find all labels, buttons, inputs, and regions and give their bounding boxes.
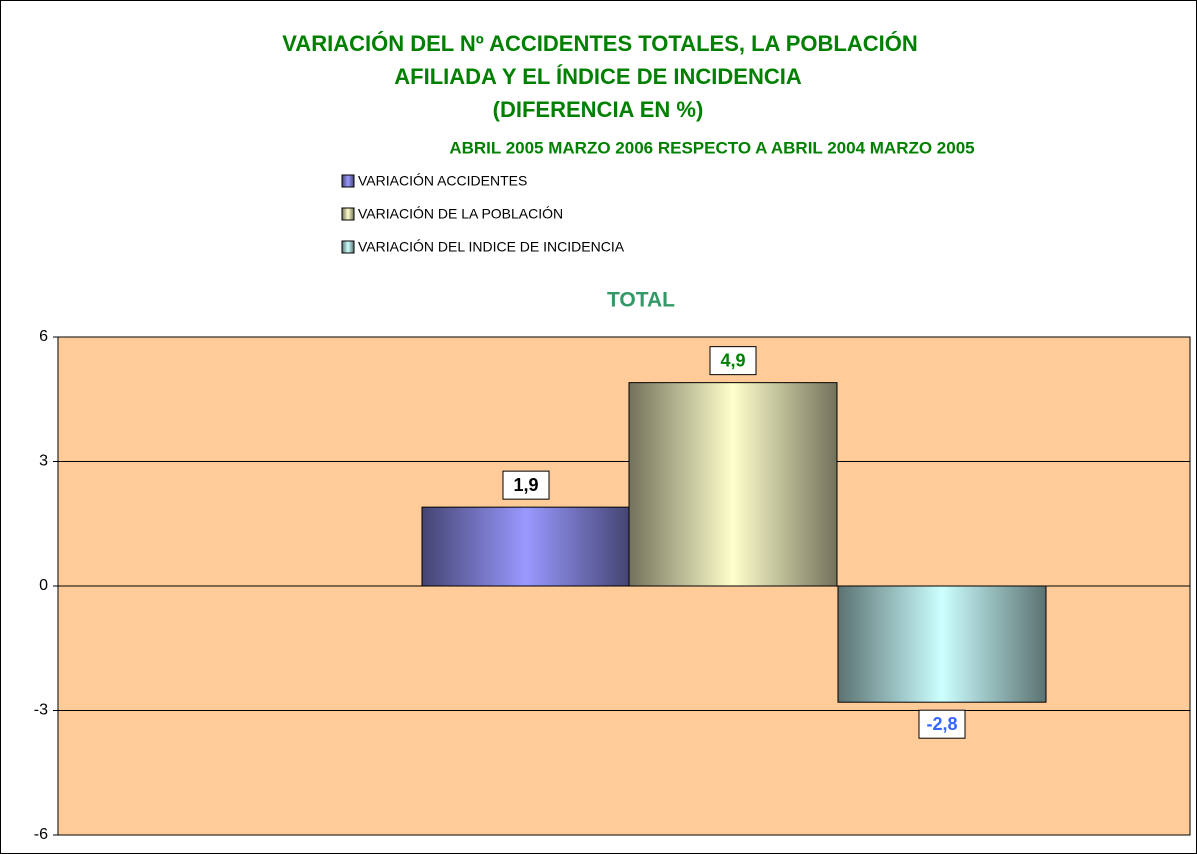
bar: [628, 382, 838, 587]
chart-title: VARIACIÓN DEL Nº ACCIDENTES TOTALES, LA …: [282, 31, 917, 56]
bar: [421, 506, 631, 587]
chart-title: AFILIADA Y EL ÍNDICE DE INCIDENCIA: [394, 64, 802, 89]
legend-label: VARIACIÓN ACCIDENTES: [358, 173, 527, 189]
chart-title: (DIFERENCIA EN %): [493, 97, 704, 122]
legend-label: VARIACIÓN DEL INDICE DE INCIDENCIA: [358, 239, 625, 255]
value-label: -2,8: [926, 714, 957, 734]
legend-swatch: [341, 207, 355, 221]
value-label-box: [709, 346, 757, 376]
y-tick-label: -3: [34, 702, 48, 719]
bar: [837, 585, 1047, 703]
value-label-box: [502, 470, 550, 500]
legend-swatch: [341, 174, 355, 188]
category-label: TOTAL: [607, 289, 675, 312]
legend-label: VARIACIÓN DE LA POBLACIÓN: [358, 206, 563, 222]
y-tick-label: 0: [39, 577, 48, 594]
value-label-box: [918, 709, 966, 739]
value-label: 4,9: [720, 350, 745, 370]
legend-swatch: [341, 240, 355, 254]
value-label: 1,9: [513, 475, 538, 495]
y-tick-label: -6: [34, 826, 48, 843]
chart-subtitle: ABRIL 2005 MARZO 2006 RESPECTO A ABRIL 2…: [449, 138, 974, 157]
y-tick-label: 3: [39, 453, 48, 470]
y-tick-label: 6: [39, 328, 48, 345]
